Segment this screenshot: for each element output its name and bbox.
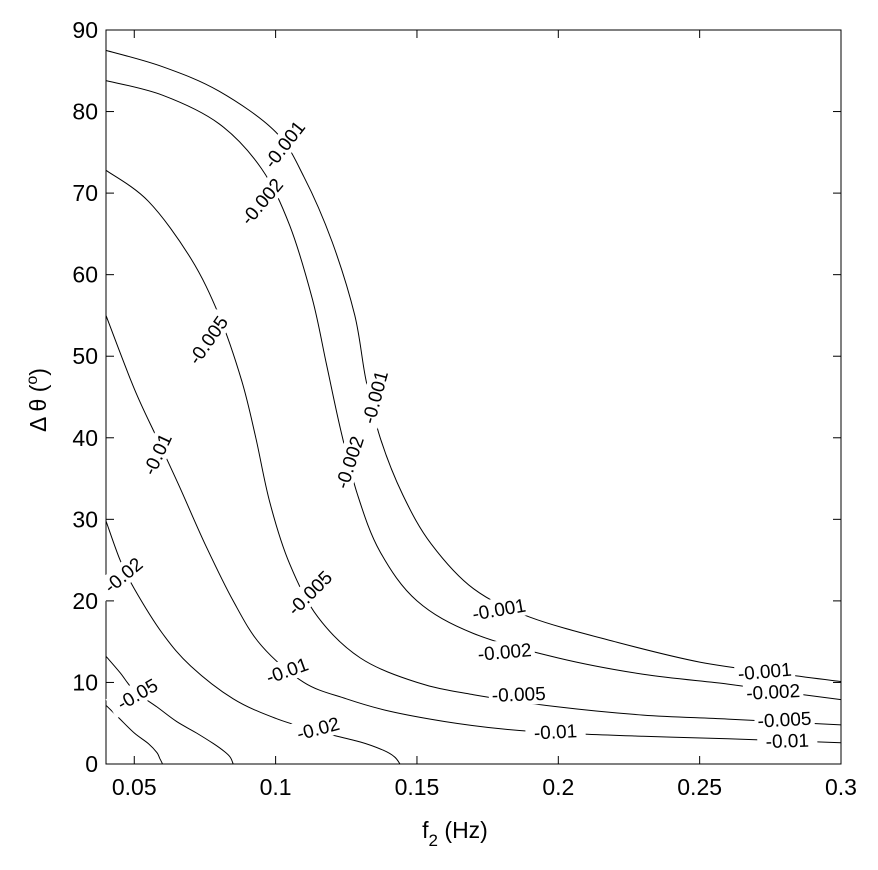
- contour-label-bg: [105, 669, 169, 719]
- contour-line: [105, 704, 163, 765]
- y-tick-label: 20: [72, 588, 98, 614]
- y-axis-title: Δ θ (o): [24, 368, 51, 432]
- y-axis-title-superscript: o: [24, 376, 41, 385]
- contour-label-bg: [233, 171, 290, 232]
- contour-label-bg: [473, 637, 536, 666]
- contour-line: [105, 169, 842, 726]
- contour-label-bg: [756, 728, 818, 753]
- contour-label: -0.002: [746, 681, 801, 705]
- x-axis-title: f2 (Hz): [422, 817, 488, 850]
- y-tick-label: 30: [72, 506, 98, 532]
- x-tick-label: 0.15: [395, 774, 440, 800]
- contour-label-bg: [733, 657, 796, 685]
- y-tick-label: 80: [72, 99, 98, 125]
- contour-line: [105, 655, 234, 765]
- contour-label-bg: [524, 718, 587, 744]
- contour-label-bg: [254, 649, 319, 691]
- y-tick-label: 60: [72, 262, 98, 288]
- y-tick-label: 10: [72, 669, 98, 695]
- contour-labels: -0.001-0.001-0.001-0.001-0.002-0.002-0.0…: [92, 113, 818, 753]
- contour-lines: [105, 49, 842, 765]
- contour-label-bg: [134, 422, 180, 486]
- contour-line: [105, 315, 842, 744]
- contour-label: -0.005: [491, 684, 546, 707]
- contour-label: -0.005: [757, 709, 812, 733]
- y-tick-label: 50: [72, 343, 98, 369]
- y-axis-ticks: 0 10 20 30 40 50 60 70 80 90: [72, 17, 841, 777]
- contour-label-bg: [329, 430, 369, 495]
- x-tick-label: 0.3: [825, 774, 857, 800]
- contour-label-bg: [488, 681, 550, 706]
- y-tick-label: 90: [72, 17, 98, 43]
- contour-label: -0.002: [477, 640, 533, 666]
- plot-area: [105, 29, 842, 765]
- contour-label: -0.01: [765, 731, 809, 753]
- contour-label-bg: [356, 365, 393, 429]
- contour-line: [105, 49, 842, 683]
- y-tick-label: 40: [72, 425, 98, 451]
- contour-line: [105, 80, 842, 701]
- contour-label-bg: [467, 593, 531, 626]
- y-tick-label: 70: [72, 180, 98, 206]
- y-tick-label: 0: [85, 751, 98, 777]
- contour-label-bg: [256, 113, 312, 175]
- contour-label-bg: [753, 706, 815, 732]
- contour-label: -0.01: [533, 721, 577, 744]
- x-tick-label: 0.1: [260, 774, 292, 800]
- contour-label-bg: [742, 678, 804, 704]
- x-axis-ticks: 0.05 0.1 0.15 0.2 0.25 0.3: [112, 30, 857, 800]
- contour-label-bg: [286, 709, 350, 747]
- contour-label-bg: [92, 547, 154, 603]
- contour-label-bg: [280, 563, 339, 622]
- x-tick-label: 0.05: [112, 774, 157, 800]
- contour-label-bg: [181, 309, 234, 371]
- x-axis-title-subscript: 2: [429, 831, 438, 850]
- x-tick-label: 0.25: [677, 774, 722, 800]
- x-tick-label: 0.2: [542, 774, 574, 800]
- contour-line: [105, 520, 401, 765]
